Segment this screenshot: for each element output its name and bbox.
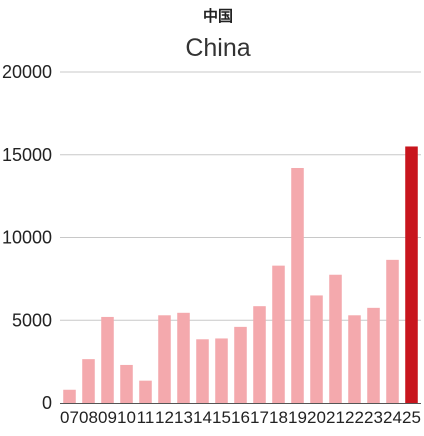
bar [367, 307, 380, 403]
bar [348, 315, 361, 403]
bar [405, 146, 418, 403]
bar [120, 364, 133, 403]
bar [63, 389, 76, 403]
bar [291, 167, 304, 403]
x-tick-label: 13 [174, 408, 193, 427]
bar [139, 380, 152, 403]
bar [196, 339, 209, 403]
bar [101, 316, 114, 403]
chart-title: 中国 [203, 7, 233, 25]
bar [310, 295, 323, 403]
y-tick-label: 5000 [12, 310, 52, 330]
x-tick-label: 11 [137, 408, 155, 427]
bar [234, 326, 247, 403]
x-tick-label: 16 [231, 408, 250, 427]
y-tick-label: 15000 [2, 145, 52, 165]
y-tick-label: 10000 [2, 228, 52, 248]
x-tick-label: 17 [250, 408, 269, 427]
x-tick-label: 19 [288, 408, 307, 427]
bar [158, 315, 171, 403]
x-tick-label: 09 [98, 408, 117, 427]
bar [386, 259, 399, 403]
chart-subtitle: China [185, 34, 250, 62]
x-tick-label: 18 [269, 408, 288, 427]
x-tick-label: 12 [155, 408, 174, 427]
bar [272, 265, 285, 403]
x-tick-label: 10 [117, 408, 136, 427]
bar [177, 312, 190, 403]
x-tick-label: 20 [307, 408, 326, 427]
gridlines [60, 71, 421, 321]
y-axis-ticks: 0 5000 10000 15000 20000 [2, 62, 52, 413]
bar [215, 338, 228, 403]
x-tick-label: 21 [326, 408, 345, 427]
x-tick-label: 15 [212, 408, 231, 427]
bar [82, 359, 95, 403]
x-tick-label: 08 [79, 408, 98, 427]
x-tick-label: 23 [364, 408, 383, 427]
x-tick-label: 14 [193, 408, 212, 427]
x-tick-label: 22 [345, 408, 364, 427]
bars [63, 146, 418, 403]
y-tick-label: 0 [42, 393, 52, 413]
x-axis-ticks: 07 08 09 10 11 12 13 14 15 16 17 18 19 20 21 22 23 24 25 [60, 408, 421, 427]
x-tick-label: 07 [60, 408, 79, 427]
x-tick-label: 25 [402, 408, 421, 427]
x-tick-label: 24 [383, 408, 402, 427]
bar [329, 274, 342, 403]
y-tick-label: 20000 [2, 62, 52, 82]
bar [253, 306, 266, 403]
